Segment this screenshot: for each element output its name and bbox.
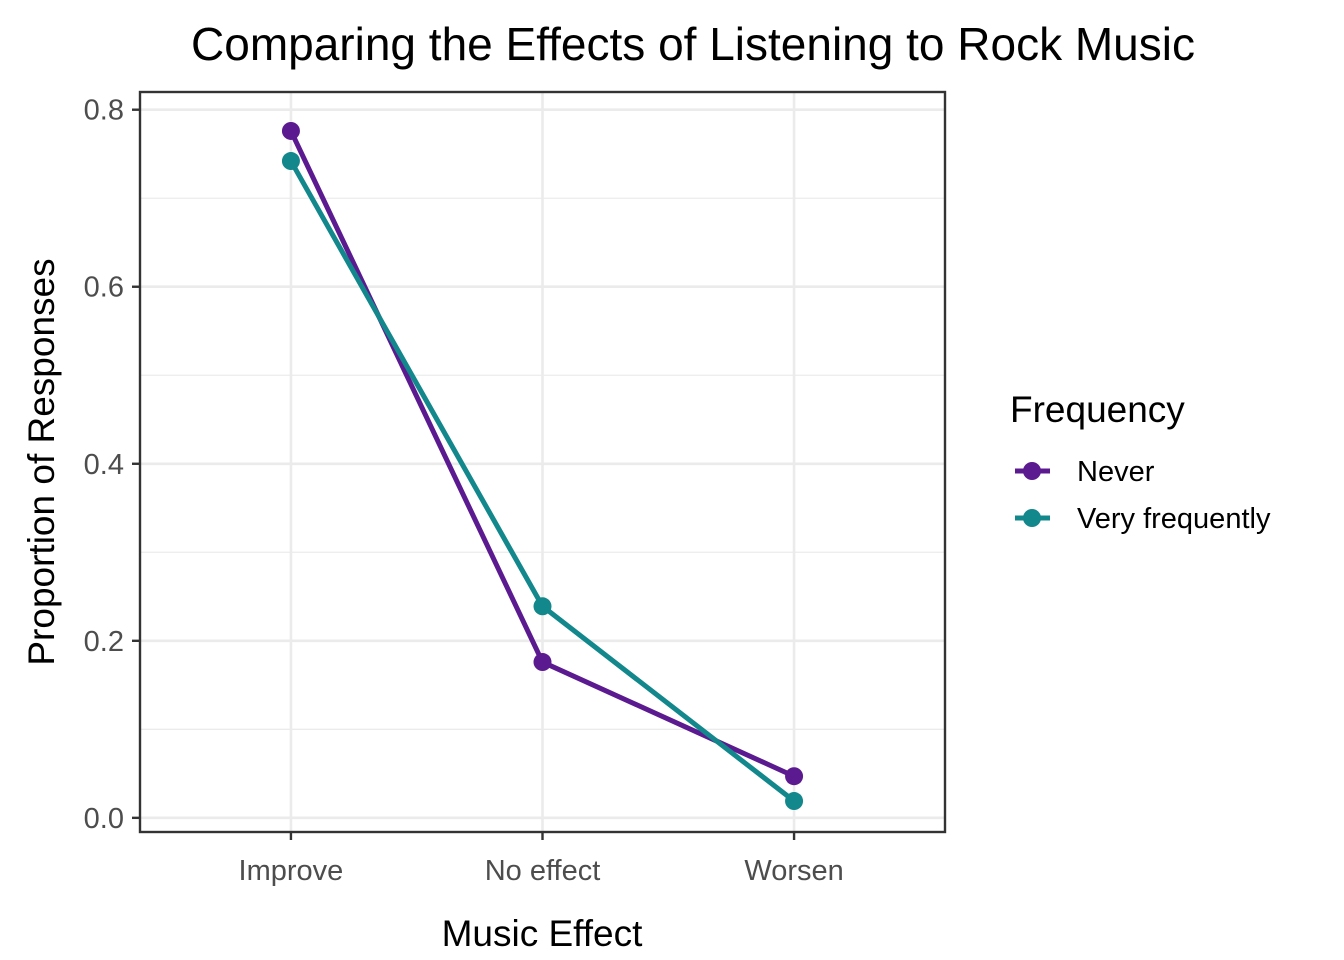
axes: 0.0 0.2 0.4 0.6 0.8 Improve No effect Worsen <box>84 95 844 887</box>
data-point <box>785 767 804 786</box>
data-point <box>281 121 300 140</box>
y-axis-title: Proportion of Responses <box>21 258 62 665</box>
legend-label: Never <box>1077 456 1155 488</box>
y-tick-label: 0.2 <box>84 626 124 658</box>
legend-item: Very frequently <box>1015 503 1271 535</box>
legend-key-point <box>1023 509 1041 527</box>
legend-label: Very frequently <box>1077 503 1271 535</box>
y-tick-label: 0.6 <box>84 272 124 304</box>
legend-item: Never <box>1015 456 1155 488</box>
data-point <box>533 653 552 672</box>
data-point <box>533 597 552 616</box>
x-tick-label: No effect <box>485 855 601 887</box>
series-very-frequently <box>281 152 804 811</box>
chart-title: Comparing the Effects of Listening to Ro… <box>191 18 1195 70</box>
x-axis-title: Music Effect <box>442 913 644 954</box>
y-tick-label: 0.0 <box>84 803 124 835</box>
x-tick-label: Improve <box>239 855 344 887</box>
y-tick-label: 0.4 <box>84 449 124 481</box>
legend-items: Never Very frequently <box>1015 456 1271 535</box>
legend-key-point <box>1023 462 1041 480</box>
x-tick-label: Worsen <box>744 855 843 887</box>
y-tick-label: 0.8 <box>84 95 124 127</box>
grid <box>140 92 945 832</box>
legend-title: Frequency <box>1010 389 1185 430</box>
series-layer <box>281 121 804 811</box>
data-point <box>785 792 804 811</box>
data-point <box>281 152 300 171</box>
legend: Frequency Never Very frequently <box>1010 389 1271 535</box>
